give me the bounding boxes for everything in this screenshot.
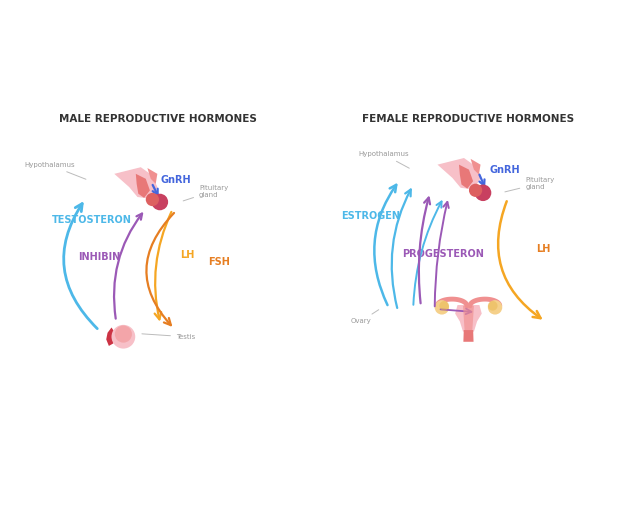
Circle shape bbox=[111, 325, 135, 348]
Text: Hypothalamus: Hypothalamus bbox=[24, 162, 86, 179]
FancyArrowPatch shape bbox=[146, 213, 174, 325]
Circle shape bbox=[488, 300, 502, 314]
FancyArrowPatch shape bbox=[155, 212, 172, 320]
Text: Pituitary
gland: Pituitary gland bbox=[183, 185, 228, 201]
Text: Pituitary
gland: Pituitary gland bbox=[505, 177, 555, 192]
Polygon shape bbox=[136, 174, 150, 198]
Circle shape bbox=[475, 185, 491, 201]
Text: GnRH: GnRH bbox=[161, 175, 191, 185]
Circle shape bbox=[115, 326, 132, 343]
Polygon shape bbox=[147, 168, 157, 184]
Text: GnRH: GnRH bbox=[490, 164, 521, 175]
Circle shape bbox=[151, 194, 168, 210]
Text: FSH: FSH bbox=[208, 256, 230, 267]
Circle shape bbox=[488, 301, 498, 311]
Circle shape bbox=[146, 193, 159, 206]
Circle shape bbox=[439, 301, 449, 311]
Text: FEMALE REPRODUCTIVE HORMONES: FEMALE REPRODUCTIVE HORMONES bbox=[362, 114, 575, 124]
FancyArrowPatch shape bbox=[419, 197, 430, 303]
FancyArrowPatch shape bbox=[114, 214, 142, 318]
Circle shape bbox=[434, 300, 449, 314]
Text: Ovary: Ovary bbox=[351, 310, 379, 324]
Text: TESTOSTERON: TESTOSTERON bbox=[52, 215, 131, 225]
Polygon shape bbox=[463, 330, 473, 342]
Text: LH: LH bbox=[180, 250, 195, 261]
FancyArrowPatch shape bbox=[434, 202, 449, 307]
Polygon shape bbox=[438, 158, 481, 190]
FancyArrowPatch shape bbox=[413, 202, 441, 305]
Text: Testis: Testis bbox=[142, 333, 195, 340]
FancyArrowPatch shape bbox=[498, 201, 541, 318]
Text: Hypothalamus: Hypothalamus bbox=[358, 151, 409, 168]
Polygon shape bbox=[471, 159, 481, 175]
Text: ESTROGEN: ESTROGEN bbox=[341, 210, 400, 221]
Polygon shape bbox=[455, 305, 482, 331]
Text: PROGESTERON: PROGESTERON bbox=[403, 249, 485, 259]
Text: MALE REPRODUCTIVE HORMONES: MALE REPRODUCTIVE HORMONES bbox=[59, 114, 257, 124]
Circle shape bbox=[469, 184, 482, 197]
FancyArrowPatch shape bbox=[392, 190, 411, 308]
Text: LH: LH bbox=[536, 245, 550, 254]
Polygon shape bbox=[459, 164, 473, 189]
Text: INHIBIN: INHIBIN bbox=[78, 252, 120, 262]
FancyArrowPatch shape bbox=[374, 185, 396, 305]
Polygon shape bbox=[115, 167, 157, 199]
Polygon shape bbox=[463, 306, 474, 330]
FancyArrowPatch shape bbox=[64, 204, 97, 329]
Polygon shape bbox=[106, 327, 114, 346]
